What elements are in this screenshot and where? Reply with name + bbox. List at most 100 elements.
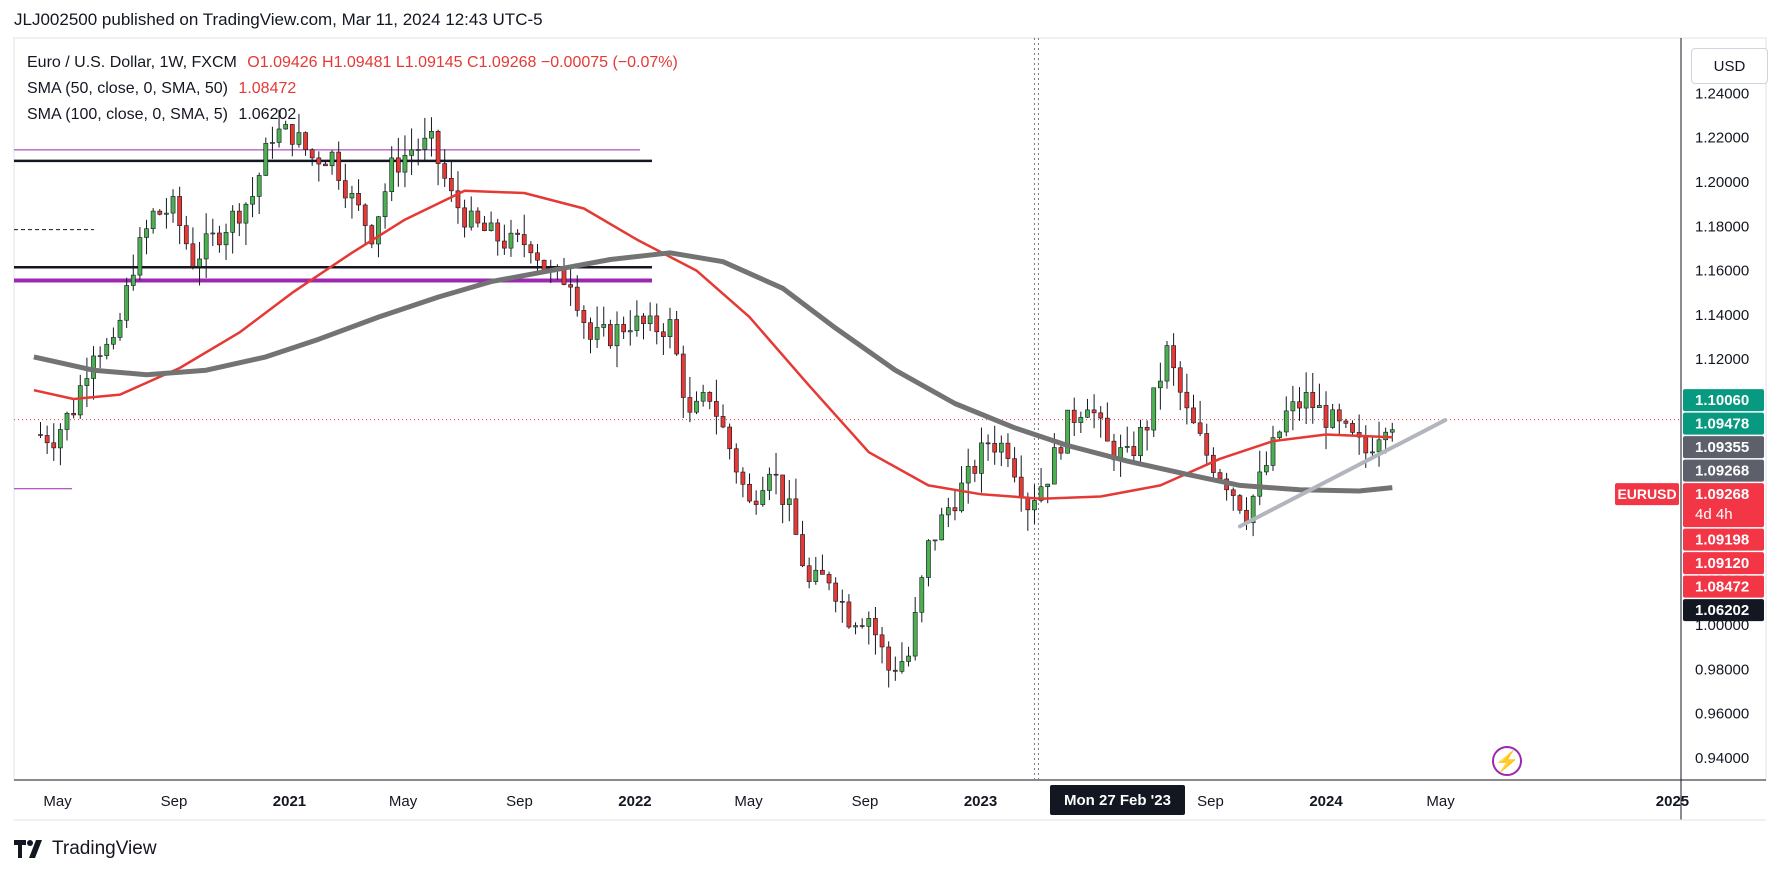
candle-down	[190, 243, 196, 267]
candle-up	[97, 355, 103, 357]
candle-up	[58, 429, 63, 449]
sma50-label: SMA (50, close, 0, SMA, 50)	[27, 80, 228, 97]
candle-down	[448, 177, 454, 192]
candle-up	[130, 274, 136, 286]
x-tick-label: May	[1426, 793, 1455, 810]
candle-up	[1290, 401, 1296, 412]
candle-up	[1164, 345, 1170, 382]
candle-up	[1317, 405, 1322, 408]
candle-up	[382, 191, 388, 218]
candle-up	[1250, 495, 1256, 524]
lightning-icon[interactable]: ⚡	[1492, 746, 1522, 776]
y-tick-label: 1.14000	[1695, 307, 1749, 324]
candle-up	[329, 151, 335, 167]
candle-up	[144, 228, 149, 238]
candle-up	[998, 442, 1004, 453]
x-tick-label: 2023	[964, 793, 997, 810]
candle-down	[992, 443, 998, 453]
candle-up	[283, 124, 289, 130]
candle-up	[124, 285, 130, 321]
tradingview-logo[interactable]: TradingView	[14, 838, 157, 860]
candle-up	[1078, 416, 1084, 423]
price-axis-label-text: 1.09478	[1695, 416, 1749, 433]
candle-up	[959, 482, 964, 512]
candle-up	[694, 400, 699, 413]
candle-down	[1071, 409, 1077, 423]
candle-up	[91, 355, 96, 379]
candle-down	[1018, 476, 1024, 499]
y-tick-label: 0.98000	[1695, 661, 1749, 678]
candle-up	[296, 132, 302, 145]
candle-up	[256, 175, 262, 197]
candle-down	[1230, 489, 1236, 496]
sma50-value: 1.08472	[238, 80, 297, 97]
candle-up	[919, 577, 925, 613]
price-axis-label	[1683, 389, 1764, 412]
price-axis-label-text: 1.09120	[1695, 555, 1749, 572]
sma100-legend[interactable]: SMA (100, close, 0, SMA, 5) 1.06202	[27, 106, 296, 124]
candle-up	[667, 319, 673, 337]
candle-up	[1065, 409, 1070, 454]
candle-up	[1138, 427, 1143, 456]
price-axis-label-text: 1.09268	[1695, 463, 1749, 480]
candle-down	[1098, 412, 1104, 419]
candle-down	[833, 582, 839, 602]
price-axis-label	[1683, 412, 1764, 435]
y-tick-label: 1.16000	[1695, 263, 1749, 280]
price-axis-label-text: 1.10060	[1695, 392, 1749, 409]
candle-down	[395, 157, 401, 173]
candle-up	[965, 466, 971, 484]
candle-down	[674, 319, 679, 355]
candle-down	[482, 222, 487, 232]
candle-down	[873, 618, 878, 636]
currency-selector[interactable]: USD	[1691, 48, 1768, 84]
sma50-legend[interactable]: SMA (50, close, 0, SMA, 50) 1.08472	[27, 80, 296, 98]
symbol-legend[interactable]: Euro / U.S. Dollar, 1W, FXCM O1.09426 H1…	[27, 54, 678, 72]
candle-down	[641, 315, 646, 324]
candle-up	[389, 157, 395, 192]
candle-up	[700, 392, 706, 402]
candle-up	[1370, 451, 1375, 454]
y-tick-label: 1.18000	[1695, 218, 1749, 235]
candle-up	[415, 149, 421, 151]
candle-up	[276, 128, 282, 143]
candles-group	[38, 109, 1395, 688]
candle-down	[753, 500, 759, 505]
candle-down	[309, 149, 315, 159]
candle-up	[223, 232, 229, 246]
candle-down	[654, 315, 660, 333]
candle-up	[866, 618, 872, 627]
candle-up	[150, 210, 156, 230]
candle-up	[601, 324, 607, 328]
candle-up	[203, 233, 209, 260]
x-tick-label: May	[389, 793, 418, 810]
candle-down	[1343, 420, 1349, 424]
candle-up	[979, 442, 984, 474]
candle-up	[1051, 447, 1057, 485]
candle-down	[1363, 436, 1369, 454]
candle-down	[574, 286, 580, 311]
candle-up	[422, 137, 428, 150]
price-axis-label-text: 1.09268	[1695, 486, 1749, 503]
candle-up	[468, 210, 474, 228]
candle-up	[197, 258, 202, 267]
candle-down	[183, 225, 189, 245]
candle-down	[495, 222, 501, 242]
sma50-line	[33, 189, 1393, 500]
candle-down	[720, 416, 726, 428]
candle-up	[634, 315, 640, 331]
x-tick-label: 2024	[1309, 793, 1343, 810]
candle-down	[1012, 458, 1017, 478]
candle-down	[1025, 497, 1031, 511]
candle-up	[508, 232, 514, 249]
price-axis-label-text: 1.08472	[1695, 579, 1749, 596]
x-tick-label: Sep	[161, 793, 188, 810]
y-tick-label: 0.96000	[1695, 706, 1749, 723]
candle-up	[1032, 500, 1037, 511]
x-tick-label: May	[43, 793, 72, 810]
price-axis-label	[1683, 575, 1764, 598]
candle-down	[515, 232, 520, 235]
candle-up	[376, 216, 381, 245]
y-tick-label: 1.22000	[1695, 130, 1749, 147]
